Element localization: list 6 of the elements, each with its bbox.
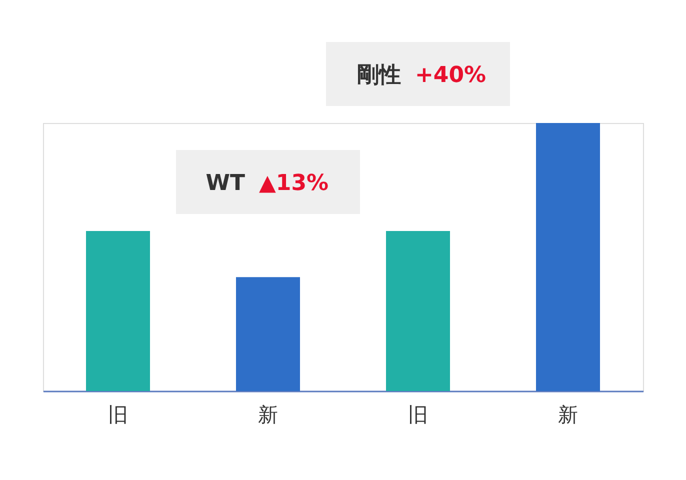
x-tick-label: 新 [258,402,278,426]
text: 剛性 +40% [357,63,486,88]
x-tick-label: 新 [558,402,578,426]
annotation: WT ▲13% [206,171,329,196]
x-tick-label: 旧 [108,402,128,426]
x-tick-label: 旧 [408,402,428,426]
